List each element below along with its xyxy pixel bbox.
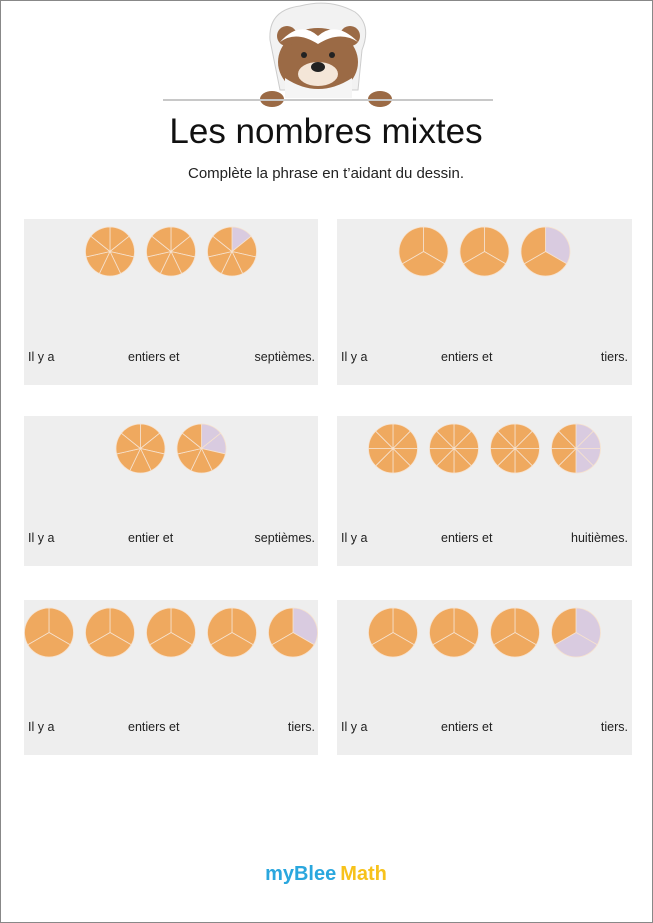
shaded-slice xyxy=(375,423,394,450)
shaded-slice xyxy=(170,607,196,646)
shaded-slice xyxy=(146,607,172,646)
empty-slice xyxy=(575,607,601,646)
brand: myBlee xyxy=(265,863,336,885)
sentence-start: Il y a xyxy=(341,531,367,545)
sentence-end: tiers. xyxy=(288,720,315,734)
sentence-end: septièmes. xyxy=(255,350,315,364)
shaded-slice xyxy=(401,251,446,277)
cards: Il y a entiers et septièmes. Il y a entiers … xyxy=(24,219,632,755)
product: Math xyxy=(340,863,387,885)
shaded-slice xyxy=(271,632,315,658)
sentence-middle: entiers et xyxy=(128,350,180,364)
fraction-pie xyxy=(368,607,418,658)
fraction-pie xyxy=(490,607,540,658)
shaded-slice xyxy=(551,607,577,646)
fraction-pie xyxy=(176,423,227,474)
shaded-slice xyxy=(368,607,394,646)
shaded-slice xyxy=(109,607,135,646)
sentence-middle: entiers et xyxy=(441,720,493,734)
fraction-pie xyxy=(85,226,135,277)
title: Les nombres mixtes xyxy=(169,112,482,151)
shaded-slice xyxy=(520,226,546,265)
sentence-start: Il y a xyxy=(341,720,367,734)
shaded-slice xyxy=(497,423,516,450)
sentence-middle: entiers et xyxy=(441,350,493,364)
shaded-slice xyxy=(514,607,540,646)
shaded-slice xyxy=(90,226,111,253)
shaded-slice xyxy=(459,226,485,265)
sentence-start: Il y a xyxy=(341,350,367,364)
sentence-middle: entiers et xyxy=(441,531,493,545)
fraction-pie xyxy=(398,226,449,277)
shaded-slice xyxy=(490,607,516,646)
shaded-slice xyxy=(85,607,111,646)
fraction-pie xyxy=(207,607,257,658)
exercise-card: Il y a entiers et tiers. xyxy=(337,600,632,755)
fraction-pie xyxy=(24,607,74,658)
exercise-card: Il y a entier et septièmes. xyxy=(24,416,318,566)
fraction-pie xyxy=(490,423,540,474)
fraction-pie xyxy=(146,226,196,277)
empty-slice xyxy=(554,632,598,658)
shaded-slice xyxy=(462,251,507,277)
shaded-slice xyxy=(436,423,455,450)
shaded-slice xyxy=(392,607,418,646)
sentence-end: tiers. xyxy=(601,350,628,364)
sentence-end: huitièmes. xyxy=(571,531,628,545)
fraction-pie xyxy=(146,607,196,658)
shaded-slice xyxy=(523,251,568,277)
shaded-slice xyxy=(212,226,233,253)
fraction-pie xyxy=(115,423,166,474)
brand-logo: myBlee Math xyxy=(265,863,387,885)
shaded-slice xyxy=(210,632,254,658)
shaded-slice xyxy=(268,607,294,646)
sentence-start: Il y a xyxy=(28,350,54,364)
shaded-slice xyxy=(24,607,50,646)
sentence-middle: entiers et xyxy=(128,720,180,734)
fraction-pie xyxy=(207,226,257,277)
exercise-card: Il y a entiers et septièmes. xyxy=(24,219,318,385)
shaded-slice xyxy=(371,632,415,658)
fraction-pie xyxy=(429,607,479,658)
shaded-slice xyxy=(149,632,193,658)
fraction-pie xyxy=(459,226,510,277)
shaded-slice xyxy=(398,226,424,265)
shaded-slice xyxy=(493,632,537,658)
fraction-pie xyxy=(85,607,135,658)
sentence-end: septièmes. xyxy=(255,531,315,545)
shaded-slice xyxy=(27,632,71,658)
sentence-middle: entier et xyxy=(128,531,174,545)
empty-slice xyxy=(292,607,318,646)
shaded-slice xyxy=(88,632,132,658)
shaded-slice xyxy=(120,423,141,450)
shaded-slice xyxy=(48,607,74,646)
card-background xyxy=(24,416,318,566)
sentence-start: Il y a xyxy=(28,531,54,545)
shaded-slice xyxy=(453,607,479,646)
sentence-end: tiers. xyxy=(601,720,628,734)
shaded-slice xyxy=(558,423,577,450)
shaded-slice xyxy=(432,632,476,658)
exercise-card: Il y a entiers et tiers. xyxy=(24,600,318,755)
exercise-card: Il y a entiers et tiers. xyxy=(337,219,632,385)
shaded-slice xyxy=(181,423,202,450)
shaded-slice xyxy=(484,226,510,265)
shaded-slice xyxy=(151,226,172,253)
shaded-slice xyxy=(429,607,455,646)
fraction-pie xyxy=(551,607,601,658)
shaded-slice xyxy=(423,226,449,265)
exercise-card: Il y a entiers et huitièmes. xyxy=(337,416,632,566)
mascot xyxy=(260,2,392,107)
fraction-pie xyxy=(268,607,318,658)
fraction-pie xyxy=(551,423,601,474)
fraction-pie xyxy=(520,226,571,277)
empty-slice xyxy=(545,226,571,265)
shaded-slice xyxy=(207,607,233,646)
shaded-slice xyxy=(231,607,257,646)
fraction-pie xyxy=(368,423,418,474)
sentence-start: Il y a xyxy=(28,720,54,734)
fraction-pie xyxy=(429,423,479,474)
instruction: Complète la phrase en t’aidant du dessin… xyxy=(188,165,464,182)
